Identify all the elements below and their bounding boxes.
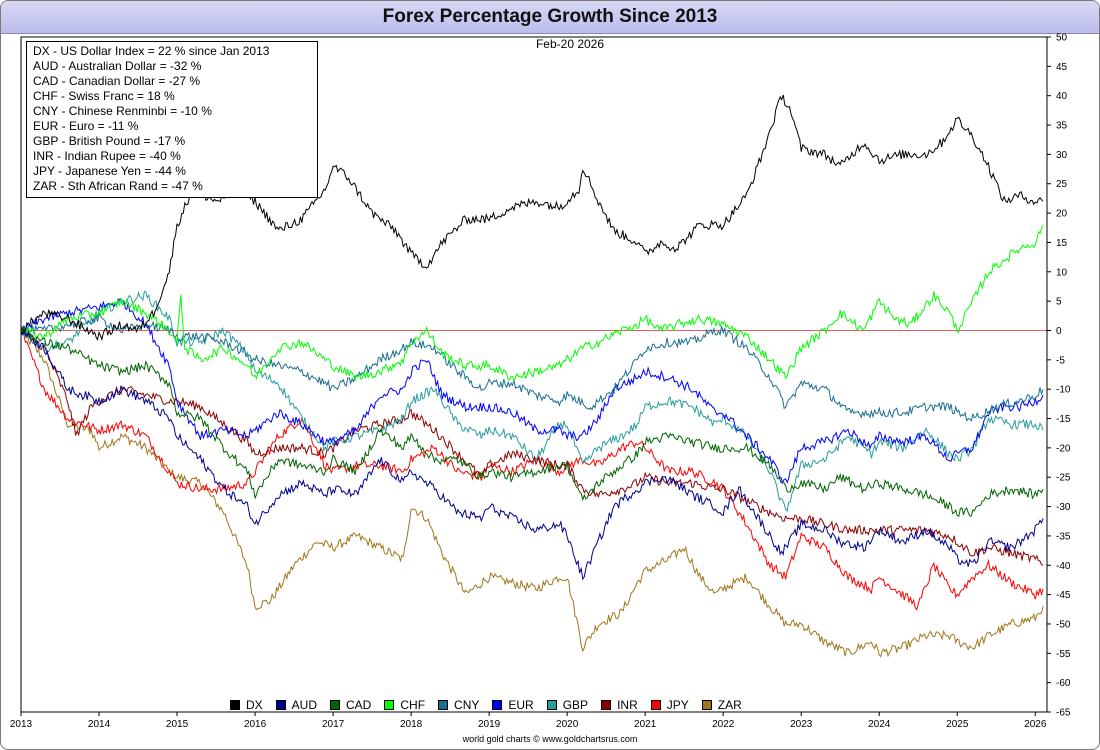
legend-label: CAD: [346, 698, 372, 712]
x-tick-label: 2013: [10, 719, 33, 730]
y-tick-label: -55: [1056, 649, 1071, 660]
legend-label: CNY: [454, 698, 480, 712]
x-tick-label: 2019: [478, 719, 501, 730]
y-tick-label: 0: [1056, 326, 1062, 337]
legend-item-cad: CAD: [330, 697, 371, 713]
y-tick-label: -30: [1056, 502, 1071, 513]
legend-line: CNY - Chinese Renminbi = -10 %: [33, 104, 212, 118]
y-tick-label: -10: [1056, 385, 1071, 396]
y-tick-label: 30: [1056, 150, 1068, 161]
x-tick-label: 2017: [322, 719, 345, 730]
legend-label: AUD: [291, 698, 318, 712]
legend-box: DX - US Dollar Index = 22 % since Jan 20…: [26, 41, 318, 198]
legend-line: CAD - Canadian Dollar = -27 %: [33, 74, 201, 88]
legend-item-zar: ZAR: [701, 697, 742, 713]
y-tick-label: -35: [1056, 531, 1071, 542]
legend-swatch: [230, 700, 240, 710]
y-tick-label: 15: [1056, 238, 1068, 249]
legend-label: ZAR: [717, 698, 742, 712]
legend-swatch: [438, 700, 449, 710]
legend-line: AUD - Australian Dollar = -32 %: [33, 59, 202, 73]
legend-label: GBP: [562, 698, 589, 712]
legend-swatch: [650, 700, 661, 710]
series-line-gbp: [20, 290, 1044, 513]
legend-line: ZAR - Sth African Rand = -47 %: [33, 179, 203, 193]
y-tick-label: 20: [1056, 209, 1068, 220]
legend-label: EUR: [508, 698, 534, 712]
y-tick-label: 25: [1056, 179, 1068, 190]
y-tick-label: -25: [1056, 473, 1071, 484]
y-tick-label: -40: [1056, 561, 1071, 572]
axes: 50454035302520151050-5-10-15-20-25-30-35…: [10, 33, 1071, 731]
legend-line: CHF - Swiss Franc = 18 %: [33, 89, 175, 103]
series-line-zar: [20, 328, 1044, 658]
legend-line: EUR - Euro = -11 %: [33, 119, 139, 133]
x-tick-label: 2022: [712, 719, 735, 730]
series-line-chf: [20, 224, 1044, 383]
legend-label: DX: [246, 698, 263, 712]
x-tick-label: 2021: [634, 719, 657, 730]
chart-title: Forex Percentage Growth Since 2013: [1, 1, 1099, 34]
series-line-jpy: [20, 325, 1044, 611]
x-tick-label: 2018: [400, 719, 423, 730]
x-tick-label: 2025: [946, 719, 969, 730]
legend-item-dx: DX: [230, 697, 263, 713]
y-tick-label: 50: [1056, 33, 1068, 44]
legend-item-jpy: JPY: [650, 697, 689, 713]
legend-item-aud: AUD: [275, 697, 318, 713]
legend-line: DX - US Dollar Index = 22 % since Jan 20…: [33, 44, 270, 58]
date-label: Feb-20 2026: [535, 37, 605, 51]
y-tick-label: -65: [1056, 708, 1071, 719]
x-tick-label: 2020: [556, 719, 579, 730]
x-tick-label: 2015: [166, 719, 189, 730]
series-line-cny: [20, 313, 1044, 422]
legend-swatch: [384, 700, 395, 710]
plot-border: [20, 36, 1048, 713]
y-tick-label: 10: [1056, 267, 1068, 278]
x-tick-label: 2014: [88, 719, 111, 730]
legend-item-gbp: GBP: [546, 697, 589, 713]
legend-line: JPY - Japanese Yen = -44 %: [33, 164, 186, 178]
y-tick-label: 35: [1056, 121, 1068, 132]
y-tick-label: -60: [1056, 678, 1071, 689]
y-tick-label: -45: [1056, 590, 1071, 601]
legend-swatch: [601, 700, 612, 710]
series-layer: [20, 94, 1044, 658]
legend-swatch: [546, 700, 557, 710]
legend-label: CHF: [400, 698, 426, 712]
y-tick-label: -20: [1056, 443, 1071, 454]
legend-item-eur: EUR: [492, 697, 534, 713]
legend-swatch: [492, 700, 503, 710]
legend-item-cny: CNY: [438, 697, 479, 713]
credit-text: world gold charts © www.goldchartsrus.co…: [462, 734, 638, 744]
legend-label: JPY: [666, 698, 689, 712]
x-tick-label: 2016: [244, 719, 267, 730]
legend-item-chf: CHF: [384, 697, 425, 713]
y-tick-label: 5: [1056, 297, 1062, 308]
y-tick-label: -5: [1056, 355, 1065, 366]
y-tick-label: 40: [1056, 91, 1068, 102]
legend-label: INR: [617, 698, 638, 712]
series-line-inr: [20, 328, 1044, 566]
y-tick-label: 45: [1056, 62, 1068, 73]
series-line-aud: [20, 329, 1044, 581]
y-tick-label: -15: [1056, 414, 1071, 425]
series-line-cad: [20, 326, 1044, 518]
x-tick-label: 2026: [1024, 719, 1047, 730]
y-tick-label: -50: [1056, 619, 1071, 630]
legend-swatch: [330, 700, 341, 710]
legend-line: INR - Indian Rupee = -40 %: [33, 149, 181, 163]
legend-swatch: [275, 700, 286, 710]
legend-line: GBP - British Pound = -17 %: [33, 134, 186, 148]
x-tick-label: 2023: [790, 719, 813, 730]
bottom-legend: DX AUD CAD CHF CNY EUR GBP INR JPY ZAR: [230, 697, 755, 713]
legend-swatch: [701, 700, 712, 710]
legend-item-inr: INR: [601, 697, 638, 713]
x-tick-label: 2024: [868, 719, 891, 730]
series-line-eur: [20, 298, 1044, 485]
